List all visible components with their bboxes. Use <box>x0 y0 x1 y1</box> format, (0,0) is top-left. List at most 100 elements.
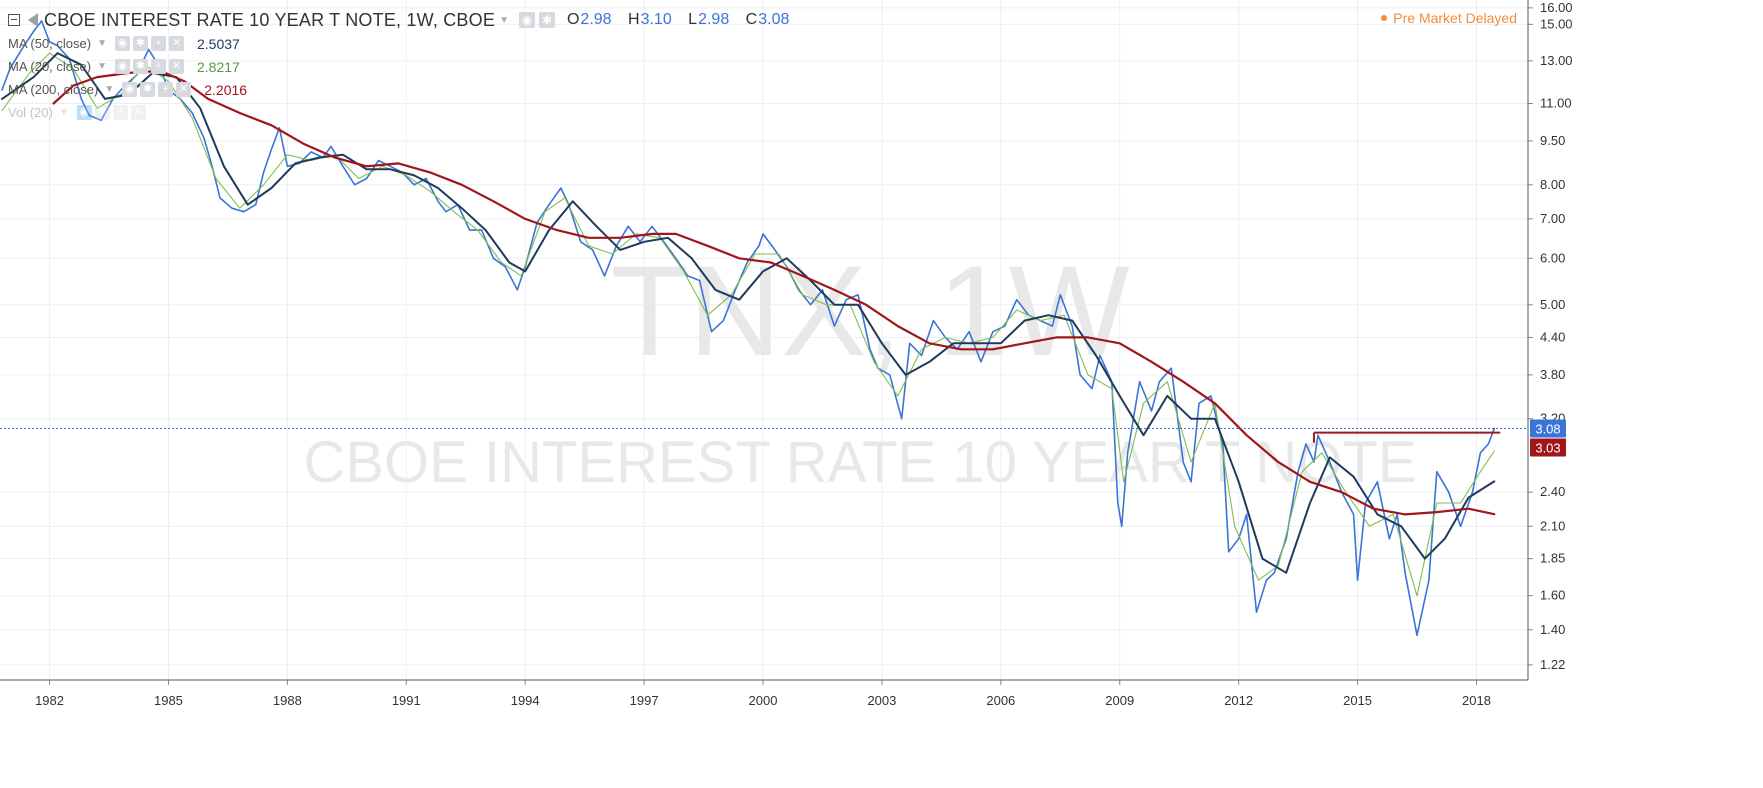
ohlc-high-key: H <box>628 11 640 28</box>
collapse-icon[interactable] <box>8 14 20 26</box>
x-tick-label: 2012 <box>1224 693 1253 708</box>
eye-icon[interactable]: ◉ <box>518 12 535 28</box>
y-tick-label: 4.40 <box>1540 329 1565 344</box>
x-tick-label: 2006 <box>986 693 1015 708</box>
indicator-ma20[interactable]: MA (20, close) ▼ ◉ ✱ + ✕ 2.8217 <box>8 55 801 78</box>
watermark: TNX, 1W CBOE INTEREST RATE 10 YEAR T NOT… <box>303 240 1416 495</box>
close-icon[interactable]: ✕ <box>176 82 192 97</box>
series-layer <box>1 20 1496 637</box>
symbol-title[interactable]: CBOE INTEREST RATE 10 YEAR T NOTE, 1W, C… <box>44 9 496 30</box>
y-tick-label: 7.00 <box>1540 211 1565 226</box>
indicator-label[interactable]: MA (20, close) <box>8 59 92 74</box>
y-tick-label: 9.50 <box>1540 133 1565 148</box>
x-tick-label: 1982 <box>35 693 64 708</box>
y-tick-label: 5.00 <box>1540 297 1565 312</box>
y-tick-label: 8.00 <box>1540 177 1565 192</box>
x-tick-label: 2000 <box>749 693 778 708</box>
indicator-value: 2.2016 <box>204 81 248 98</box>
close-icon[interactable]: ✕ <box>130 105 146 120</box>
ohlc-close-value: 3.08 <box>758 11 790 28</box>
eye-icon[interactable]: ◉ <box>122 82 138 97</box>
market-status-label: Pre Market <box>1393 10 1462 26</box>
y-tick-label: 13.00 <box>1540 53 1573 68</box>
y-tick-label: 2.40 <box>1540 484 1565 499</box>
ohlc-low-value: 2.98 <box>698 11 730 28</box>
gear-icon[interactable]: ✱ <box>94 105 110 120</box>
gear-icon[interactable]: ✱ <box>133 36 148 51</box>
market-status-delay: Delayed <box>1465 10 1517 26</box>
indicator-value: 2.8217 <box>197 58 240 75</box>
eye-icon[interactable]: ◉ <box>76 105 92 120</box>
chevron-down-icon[interactable]: ▼ <box>97 61 107 72</box>
indicator-value: 2.5037 <box>197 35 240 52</box>
y-axis-background <box>1528 0 1763 788</box>
price-label: 3.03 <box>1535 440 1560 455</box>
x-tick-label: 2009 <box>1105 693 1134 708</box>
watermark-symbol: TNX, 1W <box>610 240 1129 383</box>
plus-icon[interactable]: + <box>158 82 174 97</box>
y-tick-label: 1.85 <box>1540 551 1565 566</box>
eye-icon[interactable]: ◉ <box>115 59 130 74</box>
close-icon[interactable]: ✕ <box>169 59 184 74</box>
plus-icon[interactable]: + <box>112 105 128 120</box>
close-icon[interactable]: ✕ <box>169 36 184 51</box>
ohlc-low-key: L <box>688 11 698 28</box>
indicator-label[interactable]: MA (200, close) <box>8 82 99 97</box>
market-status: Pre Market Delayed <box>1381 10 1517 26</box>
price-label: 3.08 <box>1535 421 1560 436</box>
ohlc-open-value: 2.98 <box>580 11 612 28</box>
x-tick-label: 1994 <box>511 693 540 708</box>
gear-icon[interactable]: ✱ <box>538 12 555 28</box>
series-line-price <box>1 20 1496 637</box>
plus-icon[interactable]: + <box>151 36 166 51</box>
x-axis-background <box>0 680 1763 788</box>
flag-icon[interactable] <box>28 13 38 27</box>
overlay <box>0 427 1528 443</box>
status-dot-icon <box>1381 15 1388 21</box>
y-tick-label: 6.00 <box>1540 250 1565 265</box>
price-label-box <box>1530 438 1566 457</box>
x-tick-label: 1991 <box>392 693 421 708</box>
chevron-down-icon[interactable]: ▼ <box>58 107 69 118</box>
y-tick-label: 2.10 <box>1540 518 1565 533</box>
x-tick-label: 1988 <box>273 693 302 708</box>
series-line-ma50 <box>1 52 1496 574</box>
ohlc-high-value: 3.10 <box>640 11 672 28</box>
series-line-ma200 <box>52 69 1496 516</box>
indicator-ma200[interactable]: MA (200, close) ▼ ◉ ✱ + ✕ 2.2016 <box>8 78 801 101</box>
x-tick-label: 2003 <box>867 693 896 708</box>
indicator-label[interactable]: Vol (20) <box>8 105 53 120</box>
y-tick-label: 11.00 <box>1540 96 1572 111</box>
chevron-down-icon[interactable]: ▼ <box>499 14 509 26</box>
x-tick-label: 1997 <box>630 693 659 708</box>
x-tick-label: 2018 <box>1462 693 1491 708</box>
gear-icon[interactable]: ✱ <box>140 82 156 97</box>
y-tick-label: 3.80 <box>1540 367 1565 382</box>
indicator-label[interactable]: MA (50, close) <box>8 36 92 51</box>
legend: CBOE INTEREST RATE 10 YEAR T NOTE, 1W, C… <box>8 8 801 124</box>
y-tick-label: 1.22 <box>1540 657 1565 672</box>
indicator-volume[interactable]: Vol (20) ▼ ◉ ✱ + ✕ <box>8 101 801 124</box>
y-tick-label: 1.40 <box>1540 622 1565 637</box>
chevron-down-icon[interactable]: ▼ <box>97 38 107 49</box>
x-axis: 1982 1985 1988 1991 1994 1997 2000 2003 2006 2009… <box>0 679 1763 788</box>
ohlc-readout: O2.98 H3.10 L2.98 C3.08 <box>567 11 801 29</box>
chevron-down-icon[interactable]: ▼ <box>104 84 115 95</box>
gear-icon[interactable]: ✱ <box>133 59 148 74</box>
price-label-box <box>1530 419 1566 438</box>
y-tick-label: 16.00 <box>1540 0 1573 15</box>
y-tick-label: 15.00 <box>1540 16 1573 31</box>
plus-icon[interactable]: + <box>151 59 166 74</box>
x-tick-label: 2015 <box>1343 693 1372 708</box>
eye-icon[interactable]: ◉ <box>115 36 130 51</box>
y-tick-label: 1.60 <box>1540 588 1565 603</box>
series-line-ma20 <box>1 52 1495 597</box>
indicator-ma50[interactable]: MA (50, close) ▼ ◉ ✱ + ✕ 2.5037 <box>8 32 801 55</box>
x-tick-label: 1985 <box>154 693 183 708</box>
ohlc-close-key: C <box>745 11 758 28</box>
symbol-header: CBOE INTEREST RATE 10 YEAR T NOTE, 1W, C… <box>8 8 801 32</box>
ohlc-open-key: O <box>566 11 580 28</box>
grid <box>0 0 1528 680</box>
